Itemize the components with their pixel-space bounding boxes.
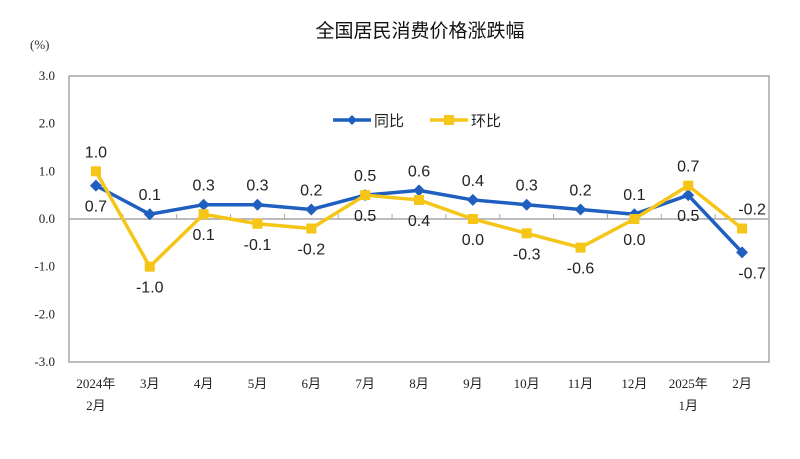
- data-point-marker: [629, 214, 640, 224]
- x-tick-label: 5月: [248, 376, 268, 391]
- x-tick-label: 7月: [355, 376, 375, 391]
- x-tick-label: 2025年: [669, 376, 708, 391]
- y-axis-unit: (%): [30, 37, 50, 52]
- data-point-marker: [683, 180, 694, 191]
- data-point-marker: [520, 198, 533, 211]
- x-tick-label: 6月: [302, 376, 322, 391]
- x-tick-label: 2024年: [76, 376, 115, 391]
- x-tick-label: 10月: [514, 376, 540, 391]
- data-label: 0.3: [192, 178, 214, 195]
- data-point-marker: [737, 223, 748, 234]
- legend-marker: [347, 115, 357, 125]
- data-point-marker: [306, 223, 317, 234]
- data-label: -0.7: [738, 265, 766, 282]
- data-label: 0.5: [677, 208, 699, 225]
- data-point-marker: [90, 166, 101, 177]
- x-tick-label: 11月: [568, 376, 594, 391]
- legend-label: 同比: [374, 112, 404, 130]
- series-mom: [90, 166, 748, 272]
- y-tick-label: -3.0: [34, 354, 55, 369]
- data-label: -0.3: [513, 246, 541, 263]
- data-label: 0.7: [85, 199, 107, 216]
- y-tick-label: 3.0: [39, 68, 55, 83]
- data-label: 0.4: [462, 173, 484, 190]
- data-label: 0.1: [139, 187, 161, 204]
- series-yoy: [89, 179, 749, 259]
- data-point-marker: [413, 184, 425, 197]
- data-point-marker: [414, 194, 424, 205]
- data-point-marker: [252, 218, 263, 229]
- data-label: -0.6: [567, 261, 595, 278]
- data-point-marker: [251, 198, 264, 211]
- data-label: 0.5: [354, 168, 376, 185]
- x-tick-label: 3月: [140, 376, 160, 391]
- data-point-marker: [575, 242, 586, 253]
- y-tick-label: -2.0: [34, 306, 55, 321]
- legend-label: 环比: [471, 112, 501, 130]
- data-point-marker: [574, 203, 587, 216]
- data-label: -0.2: [738, 202, 766, 219]
- data-point-marker: [360, 190, 371, 201]
- data-point-marker: [682, 189, 695, 202]
- data-point-marker: [89, 179, 102, 192]
- data-point-marker: [143, 208, 156, 221]
- data-point-marker: [736, 246, 749, 259]
- data-point-marker: [144, 261, 155, 272]
- x-tick-label: 4月: [194, 376, 214, 391]
- data-point-marker: [305, 203, 318, 216]
- legend-marker: [444, 115, 454, 125]
- y-tick-label: 0.0: [39, 211, 55, 226]
- data-label: 0.1: [192, 227, 214, 244]
- y-tick-label: -1.0: [34, 259, 55, 274]
- data-label: 0.0: [623, 232, 645, 249]
- data-label: 0.7: [677, 159, 699, 176]
- data-label: 0.0: [462, 232, 484, 249]
- data-point-marker: [466, 193, 479, 206]
- data-label: -0.1: [244, 237, 272, 254]
- data-label: 0.3: [246, 178, 268, 195]
- y-tick-label: 2.0: [39, 116, 55, 131]
- data-label: -0.2: [298, 242, 326, 259]
- data-label: 0.1: [623, 187, 645, 204]
- data-label: 0.5: [354, 208, 376, 225]
- data-label: -1.0: [136, 280, 164, 297]
- data-label: 0.2: [300, 182, 322, 199]
- y-tick-label: 1.0: [39, 163, 55, 178]
- x-tick-label: 2月: [732, 376, 752, 391]
- data-point-marker: [198, 209, 209, 220]
- data-point-marker: [467, 214, 478, 224]
- data-label: 0.4: [408, 213, 430, 230]
- x-tick-label: 12月: [621, 376, 647, 391]
- data-point-marker: [521, 228, 532, 239]
- data-label: 0.6: [408, 163, 430, 180]
- x-tick-label: 9月: [463, 376, 483, 391]
- x-tick-label: 8月: [409, 376, 429, 391]
- chart-title: 全国居民消费价格涨跌幅: [315, 20, 525, 42]
- data-point-marker: [197, 198, 210, 211]
- data-label: 0.2: [569, 182, 591, 199]
- data-label: 0.3: [516, 178, 538, 195]
- x-tick-label: 2月: [86, 398, 106, 413]
- legend: 同比 环比: [333, 112, 501, 130]
- data-label: 1.0: [85, 144, 107, 161]
- x-tick-label: 1月: [678, 398, 698, 413]
